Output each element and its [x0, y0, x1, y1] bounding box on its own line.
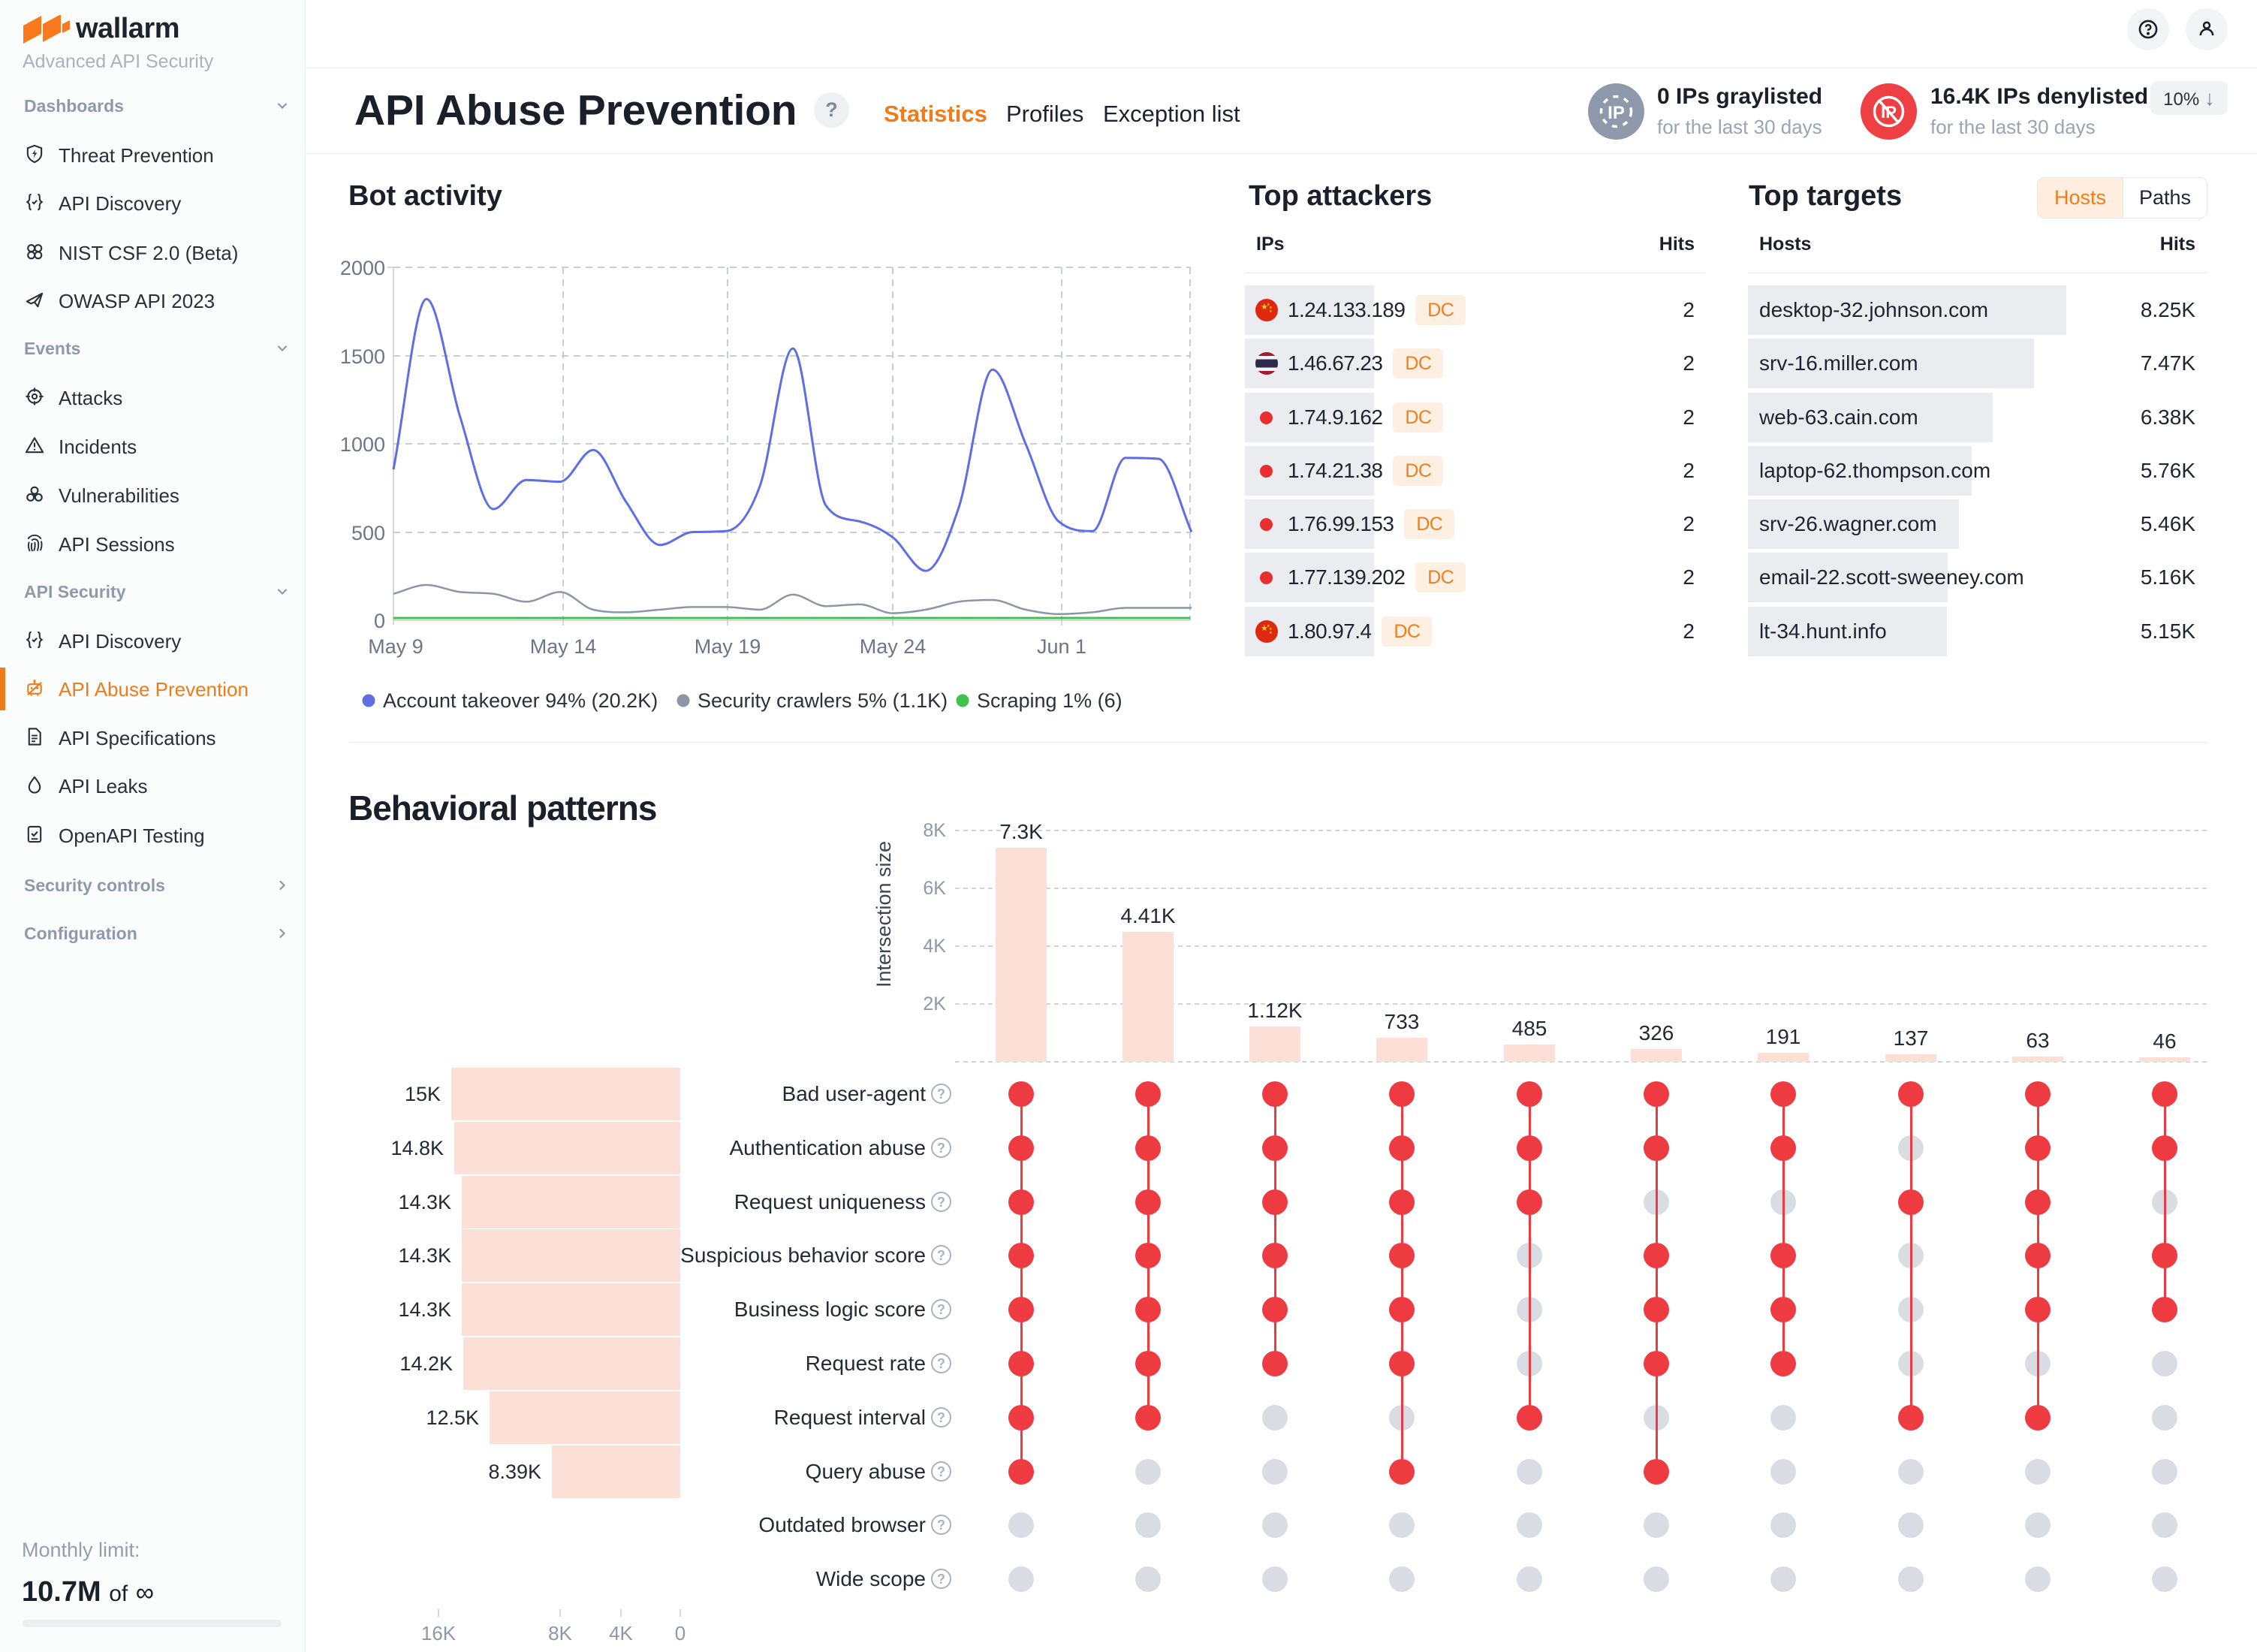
svg-text:Scraping 1% (6): Scraping 1% (6): [977, 689, 1122, 712]
svg-text:500: 500: [351, 522, 385, 544]
svg-text:IP: IP: [1608, 103, 1625, 123]
svg-text:★: ★: [1269, 627, 1273, 632]
svg-text:★: ★: [1269, 309, 1273, 314]
svg-text:Account takeover 94% (20.2K): Account takeover 94% (20.2K): [383, 689, 658, 712]
svg-text:★: ★: [1269, 306, 1273, 310]
svg-text:2000: 2000: [340, 257, 385, 279]
svg-text:Security crawlers 5% (1.1K): Security crawlers 5% (1.1K): [698, 689, 948, 712]
svg-text:0: 0: [374, 610, 385, 632]
svg-text:1000: 1000: [340, 433, 385, 456]
svg-text:May 19: May 19: [695, 635, 761, 658]
svg-text:★: ★: [1261, 624, 1268, 633]
svg-text:★: ★: [1261, 303, 1268, 312]
svg-text:★: ★: [1267, 624, 1270, 629]
svg-text:★: ★: [1267, 303, 1270, 307]
svg-text:May 24: May 24: [860, 635, 927, 658]
svg-text:1500: 1500: [340, 345, 385, 368]
svg-text:May 14: May 14: [530, 635, 597, 658]
svg-text:May 9: May 9: [368, 635, 423, 658]
svg-text:★: ★: [1269, 631, 1273, 635]
svg-text:Jun 1: Jun 1: [1037, 635, 1086, 658]
